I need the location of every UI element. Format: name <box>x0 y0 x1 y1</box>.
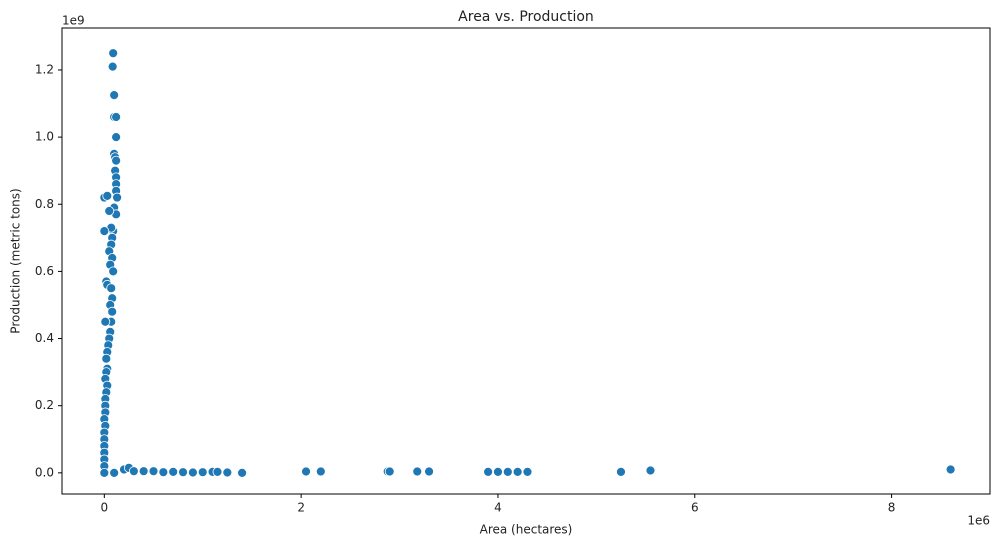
y-tick-label: 0.8 <box>35 197 54 211</box>
point <box>493 466 503 477</box>
point <box>168 466 179 477</box>
y-tick-label: 1.0 <box>35 130 54 144</box>
point <box>148 466 159 477</box>
chart-title: Area vs. Production <box>458 9 594 25</box>
point <box>158 467 169 478</box>
point <box>222 467 233 478</box>
point <box>212 466 223 477</box>
x-offset-label: 1e6 <box>967 514 990 528</box>
point <box>412 466 423 477</box>
y-tick-label: 0.0 <box>35 465 54 479</box>
point <box>522 466 533 477</box>
point <box>197 467 208 478</box>
point <box>301 466 311 477</box>
point <box>101 353 112 364</box>
point <box>112 192 123 203</box>
point <box>945 464 956 475</box>
y-tick-label: 0.2 <box>35 398 54 412</box>
point <box>107 61 118 72</box>
point <box>104 206 115 216</box>
point <box>108 48 119 59</box>
y-offset-label: 1e9 <box>62 14 85 28</box>
point <box>106 283 117 294</box>
y-tick-label: 1.2 <box>35 62 54 76</box>
point <box>111 112 122 122</box>
x-tick-label: 2 <box>297 501 305 515</box>
point <box>109 467 120 478</box>
point <box>483 466 494 477</box>
x-axis-label: Area (hectares) <box>480 523 573 537</box>
point <box>111 132 122 143</box>
point <box>108 266 119 277</box>
plot-frame <box>61 27 991 495</box>
point <box>111 155 122 166</box>
point <box>100 316 111 327</box>
y-axis-label: Production (metric tons) <box>9 188 23 333</box>
point <box>99 467 110 478</box>
point <box>178 467 188 478</box>
point <box>237 467 247 478</box>
point <box>645 465 656 476</box>
point <box>109 90 120 101</box>
point <box>99 226 110 237</box>
x-tick-label: 8 <box>888 501 896 515</box>
point <box>138 466 149 477</box>
point <box>424 466 434 477</box>
point <box>384 466 395 477</box>
point <box>107 306 118 317</box>
x-tick-label: 4 <box>494 501 502 515</box>
point <box>616 466 626 477</box>
point <box>502 466 513 477</box>
point <box>187 467 198 478</box>
point <box>512 466 523 477</box>
point <box>315 466 326 477</box>
y-tick-label: 0.4 <box>35 331 54 345</box>
x-tick-label: 0 <box>100 501 108 515</box>
point <box>102 190 113 201</box>
point <box>128 466 139 477</box>
x-tick-label: 6 <box>691 501 699 515</box>
y-tick-label: 0.6 <box>35 264 54 278</box>
